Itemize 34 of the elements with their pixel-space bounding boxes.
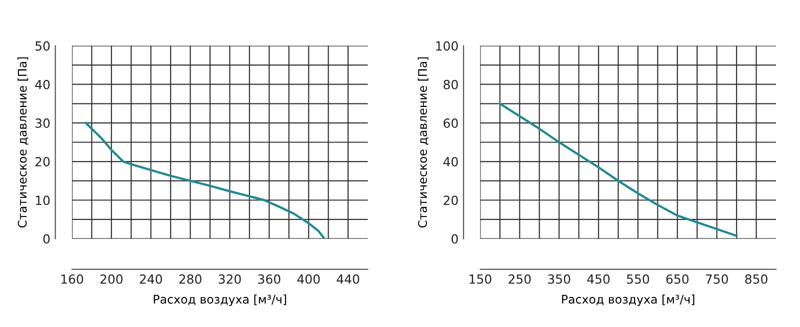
line-series <box>498 102 738 237</box>
x-tick-label: 550 <box>626 274 650 284</box>
y-tick-label: 20 <box>35 157 50 166</box>
x-tick-label: 400 <box>297 274 320 284</box>
x-tick-label: 450 <box>587 274 610 284</box>
x-tick-label: 350 <box>548 274 570 284</box>
y-tick-label: 100 <box>436 41 458 51</box>
y-tick-label: 60 <box>444 118 458 128</box>
x-tick-label: 650 <box>666 274 688 284</box>
x-tick-label: 150 <box>470 274 492 284</box>
x-axis-title: Расход воздуха [м³/ч] <box>562 294 694 306</box>
y-tick-label: 30 <box>36 118 50 128</box>
x-axis-title: Расход воздуха [м³/ч] <box>154 294 286 306</box>
y-axis-title: Статическое давление [Па] <box>418 57 428 228</box>
y-tick-label: 50 <box>36 41 50 51</box>
x-tick-label: 160 <box>61 274 84 284</box>
x-tick-label: 250 <box>508 274 531 284</box>
x-tick-label: 320 <box>218 274 241 284</box>
x-tick-label: 240 <box>140 274 162 284</box>
x-tick-label: 750 <box>706 274 728 284</box>
y-axis-title: Статическое давление [Па] <box>18 57 28 228</box>
x-tick-label: 440 <box>336 274 360 284</box>
x-tick-label: 200 <box>100 274 123 284</box>
y-tick-label: 10 <box>36 196 50 206</box>
y-tick-label: 20 <box>444 196 458 206</box>
line-series <box>84 122 326 239</box>
y-tick-label: 40 <box>35 80 50 90</box>
x-tick-label: 360 <box>258 274 280 284</box>
y-tick-label: 80 <box>444 80 458 90</box>
x-tick-label: 280 <box>179 274 202 284</box>
y-tick-label: 0 <box>43 234 50 244</box>
x-tick-label: 850 <box>745 274 768 284</box>
y-tick-label: 40 <box>443 157 458 166</box>
y-tick-label: 0 <box>452 234 458 244</box>
